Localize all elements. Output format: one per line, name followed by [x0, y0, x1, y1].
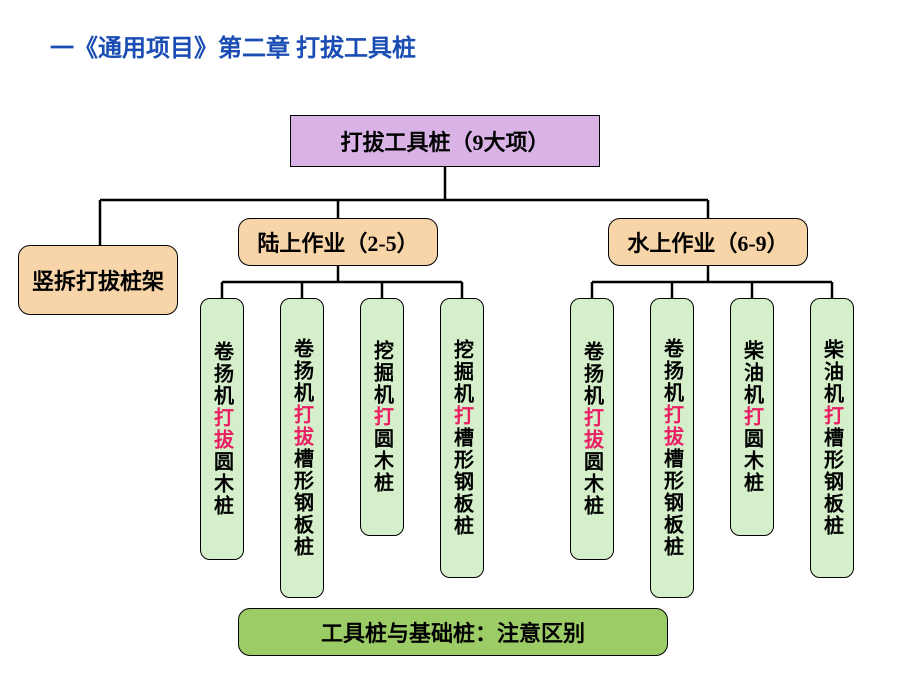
- leaf-node-6: 柴油机打圆木桩: [730, 298, 774, 536]
- level2-node-b: 陆上作业（2-5）: [238, 218, 438, 266]
- leaf-label: 柴油机打槽形钢板桩: [818, 339, 847, 537]
- highlight-text: 打拔: [291, 404, 313, 448]
- leaf-node-3: 挖掘机打槽形钢板桩: [440, 298, 484, 578]
- footer-note: 工具桩与基础桩：注意区别: [238, 608, 668, 656]
- highlight-text: 打: [821, 405, 843, 427]
- leaf-node-1: 卷扬机打拔槽形钢板桩: [280, 298, 324, 598]
- leaf-node-5: 卷扬机打拔槽形钢板桩: [650, 298, 694, 598]
- level2-node-a: 竖拆打拔桩架: [18, 245, 178, 315]
- leaf-label: 卷扬机打拔圆木桩: [578, 341, 607, 517]
- highlight-text: 打拔: [211, 407, 233, 451]
- highlight-text: 打: [741, 406, 763, 428]
- leaf-node-4: 卷扬机打拔圆木桩: [570, 298, 614, 560]
- page-title: 一《通用项目》第二章 打拔工具桩: [50, 28, 416, 63]
- leaf-label: 卷扬机打拔圆木桩: [208, 341, 237, 517]
- leaf-node-7: 柴油机打槽形钢板桩: [810, 298, 854, 578]
- root-node: 打拔工具桩（9大项）: [290, 115, 600, 167]
- level2-node-c: 水上作业（6-9）: [608, 218, 808, 266]
- leaf-label: 卷扬机打拔槽形钢板桩: [658, 338, 687, 558]
- title-text: 一《通用项目》第二章 打拔工具桩: [50, 36, 416, 62]
- leaf-label: 挖掘机打圆木桩: [368, 340, 397, 494]
- highlight-text: 打: [451, 405, 473, 427]
- leaf-label: 挖掘机打槽形钢板桩: [448, 339, 477, 537]
- highlight-text: 打拔: [661, 404, 683, 448]
- leaf-node-0: 卷扬机打拔圆木桩: [200, 298, 244, 560]
- highlight-text: 打: [371, 406, 393, 428]
- leaf-node-2: 挖掘机打圆木桩: [360, 298, 404, 536]
- leaf-label: 卷扬机打拔槽形钢板桩: [288, 338, 317, 558]
- highlight-text: 打拔: [581, 407, 603, 451]
- leaf-label: 柴油机打圆木桩: [738, 340, 767, 494]
